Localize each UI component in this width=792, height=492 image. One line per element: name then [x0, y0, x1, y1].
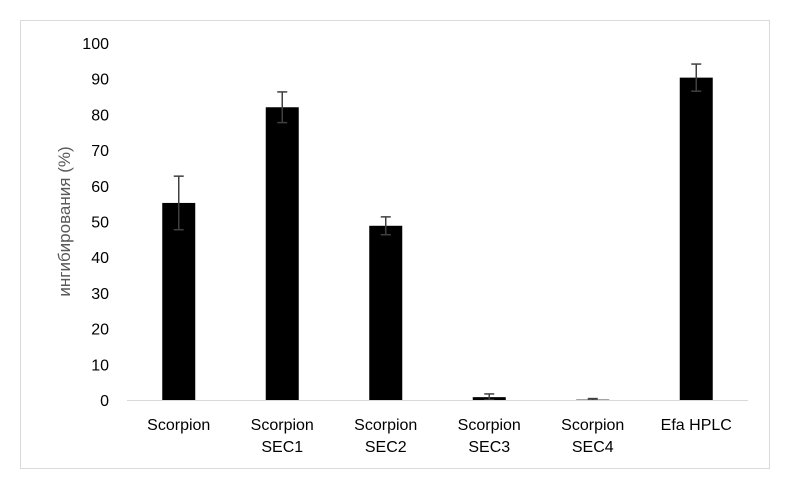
y-axis-title-group: ингибирования (%) [55, 146, 74, 296]
category-label-line: Scorpion [458, 417, 521, 434]
bar [162, 202, 196, 400]
y-tick-label: 30 [91, 286, 109, 303]
y-tick-label: 70 [91, 143, 109, 160]
error-bar [380, 216, 391, 236]
category-label-line: Scorpion [354, 417, 417, 434]
y-tick-label: 90 [91, 72, 109, 89]
category-label: Scorpion SEC2 [354, 417, 417, 456]
y-tick-label: 80 [91, 107, 109, 124]
y-tick-label: 0 [100, 393, 109, 410]
category-label-line: SEC4 [572, 439, 614, 456]
y-axis-title: ингибирования (%) [55, 146, 74, 296]
y-tick-label: 40 [91, 250, 109, 267]
category-label: Scorpion [147, 417, 210, 434]
category-label: Scorpion SEC1 [251, 417, 314, 456]
error-bar [691, 63, 702, 92]
category-label-line: Scorpion [251, 417, 314, 434]
y-tick-label: 10 [91, 357, 109, 374]
category-label-line: SEC2 [365, 439, 407, 456]
bar [265, 107, 299, 400]
bar [679, 77, 713, 400]
category-label-line: Efa HPLC [661, 417, 732, 434]
y-tick-label: 60 [91, 179, 109, 196]
category-label-line: Scorpion [561, 417, 624, 434]
category-label-line: SEC1 [261, 439, 303, 456]
error-bar [277, 91, 288, 124]
error-bars [173, 63, 702, 401]
y-tick-label: 100 [82, 36, 109, 53]
category-label: Efa HPLC [661, 417, 732, 434]
category-label-line: Scorpion [147, 417, 210, 434]
category-label-line: SEC3 [468, 439, 510, 456]
category-label: Scorpion SEC3 [458, 417, 521, 456]
error-bar [173, 175, 184, 231]
bars [162, 77, 713, 401]
y-tick-label: 50 [91, 215, 109, 232]
category-label: Scorpion SEC4 [561, 417, 624, 456]
bar [369, 225, 403, 400]
y-tick-label: 20 [91, 322, 109, 339]
error-bar [587, 397, 598, 401]
y-tick-labels: 0 10 20 30 40 50 60 70 80 90 100 [82, 36, 109, 410]
